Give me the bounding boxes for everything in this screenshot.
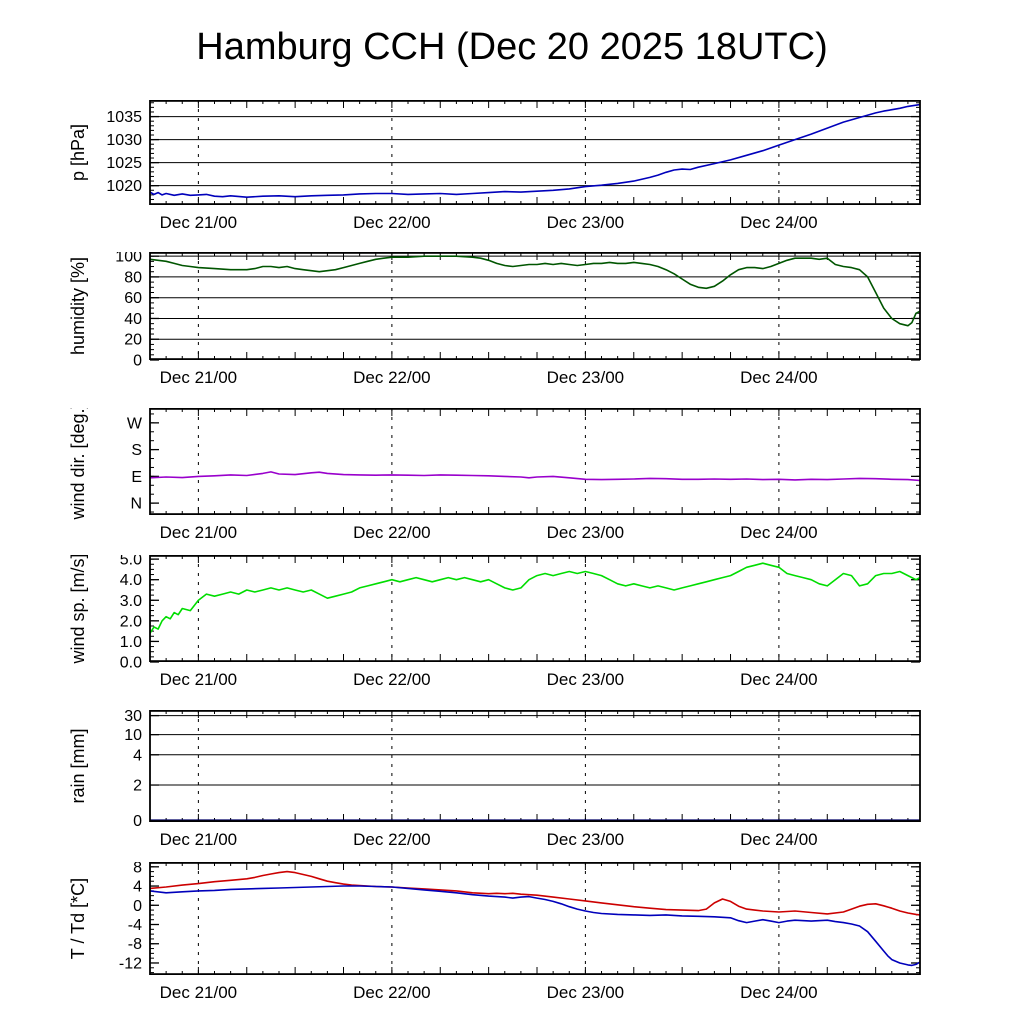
x-tick-label: Dec 22/00 xyxy=(353,523,431,542)
x-tick-label: Dec 21/00 xyxy=(160,213,238,232)
y-axis-label: p [hPa] xyxy=(68,124,88,181)
x-tick-label: Dec 21/00 xyxy=(160,523,238,542)
y-tick-label: 100 xyxy=(115,252,142,266)
plot-frame xyxy=(149,407,921,515)
y-tick-label: -4 xyxy=(128,917,142,934)
y-tick-label: 20 xyxy=(124,332,142,349)
x-tick-label: Dec 23/00 xyxy=(547,523,625,542)
y-tick-label: 0 xyxy=(133,898,142,915)
x-tick-label: Dec 24/00 xyxy=(740,830,818,849)
y-axis-label: wind sp. [m/s] xyxy=(68,555,88,665)
x-tick-label: Dec 23/00 xyxy=(547,213,625,232)
x-tick-label: Dec 23/00 xyxy=(547,670,625,689)
x-tick-label: Dec 24/00 xyxy=(740,983,818,1002)
panel-rain: 0 2 4 10 30 Dec 21/00 Dec 22/00 Dec 23/00 Dec 24… xyxy=(0,708,1024,863)
y-tick-label: 4.0 xyxy=(120,572,142,589)
y-tick-label: 5.0 xyxy=(120,555,142,569)
panel-humidity-svg: 0 20 40 60 80 100 Dec 21/00 Dec 22/00 Dec 23/00 D… xyxy=(68,249,921,387)
y-tick-label: 40 xyxy=(124,311,142,328)
y-tick-label: 2.0 xyxy=(120,613,142,630)
y-tick-label: N xyxy=(130,496,142,513)
y-tick-label: 2 xyxy=(133,778,142,795)
x-tick-label: Dec 24/00 xyxy=(740,368,818,387)
x-tick-label: Dec 24/00 xyxy=(740,523,818,542)
dewpoint-line xyxy=(150,885,920,967)
plot-frame xyxy=(149,709,921,822)
panel-wind-direction: N E S W Dec 21/00 Dec 22/00 Dec 23/00 Dec 24/00… xyxy=(0,403,1024,556)
y-tick-label: S xyxy=(131,442,142,459)
y-tick-label: -12 xyxy=(119,955,142,972)
plot-frame xyxy=(149,554,921,662)
y-tick-label: -8 xyxy=(128,936,142,953)
panel-temperature-svg: 8 4 0 -4 -8 -12 Dec 21/00 Dec 22/00 Dec 23/00 Dec… xyxy=(68,859,921,1002)
y-tick-label: E xyxy=(131,469,142,486)
panel-humidity: 0 20 40 60 80 100 Dec 21/00 Dec 22/00 Dec 23/00 D… xyxy=(0,249,1024,401)
x-tick-label: Dec 22/00 xyxy=(353,670,431,689)
y-tick-label: 4 xyxy=(133,879,142,896)
temperature-line xyxy=(150,870,920,916)
x-tick-label: Dec 23/00 xyxy=(547,983,625,1002)
y-tick-label: 1030 xyxy=(106,132,142,149)
x-tick-label: Dec 21/00 xyxy=(160,368,238,387)
panel-wind-speed-svg: 0.0 1.0 2.0 3.0 4.0 5.0 Dec 21/00 Dec 22/00 Dec … xyxy=(68,552,921,689)
x-tick-label: Dec 22/00 xyxy=(353,213,431,232)
x-tick-label: Dec 22/00 xyxy=(353,368,431,387)
y-tick-label: 4 xyxy=(133,747,142,764)
panel-pressure: 1020 1025 1030 1035 Dec 21/00 Dec 22/00 Dec 23… xyxy=(0,99,1024,246)
plot-frame xyxy=(149,251,921,360)
panel-temperature: 8 4 0 -4 -8 -12 Dec 21/00 Dec 22/00 Dec 23/00 Dec… xyxy=(0,859,1024,1016)
panel-pressure-svg: 1020 1025 1030 1035 Dec 21/00 Dec 22/00 Dec 23… xyxy=(68,99,921,232)
x-tick-label: Dec 24/00 xyxy=(740,213,818,232)
y-tick-label: 8 xyxy=(133,862,142,876)
y-tick-label: 30 xyxy=(124,710,142,725)
x-tick-label: Dec 21/00 xyxy=(160,670,238,689)
x-tick-label: Dec 24/00 xyxy=(740,670,818,689)
y-tick-label: 1025 xyxy=(106,155,142,172)
plot-frame xyxy=(149,99,921,205)
y-tick-label: 10 xyxy=(124,727,142,744)
y-axis-label: wind dir. [deg.] xyxy=(68,408,88,521)
humidity-line xyxy=(150,255,920,327)
x-tick-label: Dec 22/00 xyxy=(353,830,431,849)
y-tick-label: 0.0 xyxy=(120,655,142,672)
y-tick-label: 80 xyxy=(124,269,142,286)
x-tick-label: Dec 22/00 xyxy=(353,983,431,1002)
y-tick-label: 60 xyxy=(124,290,142,307)
x-tick-label: Dec 23/00 xyxy=(547,368,625,387)
y-tick-label: 0 xyxy=(133,813,142,830)
y-tick-label: 1035 xyxy=(106,109,142,126)
x-tick-label: Dec 21/00 xyxy=(160,983,238,1002)
wind-direction-line xyxy=(150,471,920,482)
y-tick-label: 0 xyxy=(133,353,142,370)
y-axis-label: humidity [%] xyxy=(68,257,88,355)
panel-rain-svg: 0 2 4 10 30 Dec 21/00 Dec 22/00 Dec 23/00 Dec 24… xyxy=(68,708,921,849)
x-tick-label: Dec 23/00 xyxy=(547,830,625,849)
x-tick-label: Dec 21/00 xyxy=(160,830,238,849)
y-tick-label: 1.0 xyxy=(120,634,142,651)
y-axis-label: rain [mm] xyxy=(68,728,88,803)
y-tick-label: 3.0 xyxy=(120,593,142,610)
panel-wind-speed: 0.0 1.0 2.0 3.0 4.0 5.0 Dec 21/00 Dec 22/00 Dec … xyxy=(0,552,1024,703)
plot-frame xyxy=(149,861,921,975)
y-tick-label: W xyxy=(127,415,143,432)
y-tick-label: 1020 xyxy=(106,178,142,195)
chart-title: Hamburg CCH (Dec 20 2025 18UTC) xyxy=(196,26,828,68)
y-axis-label: T / Td [*C] xyxy=(68,878,88,959)
pressure-line xyxy=(150,103,920,198)
wind-speed-line xyxy=(150,562,920,634)
